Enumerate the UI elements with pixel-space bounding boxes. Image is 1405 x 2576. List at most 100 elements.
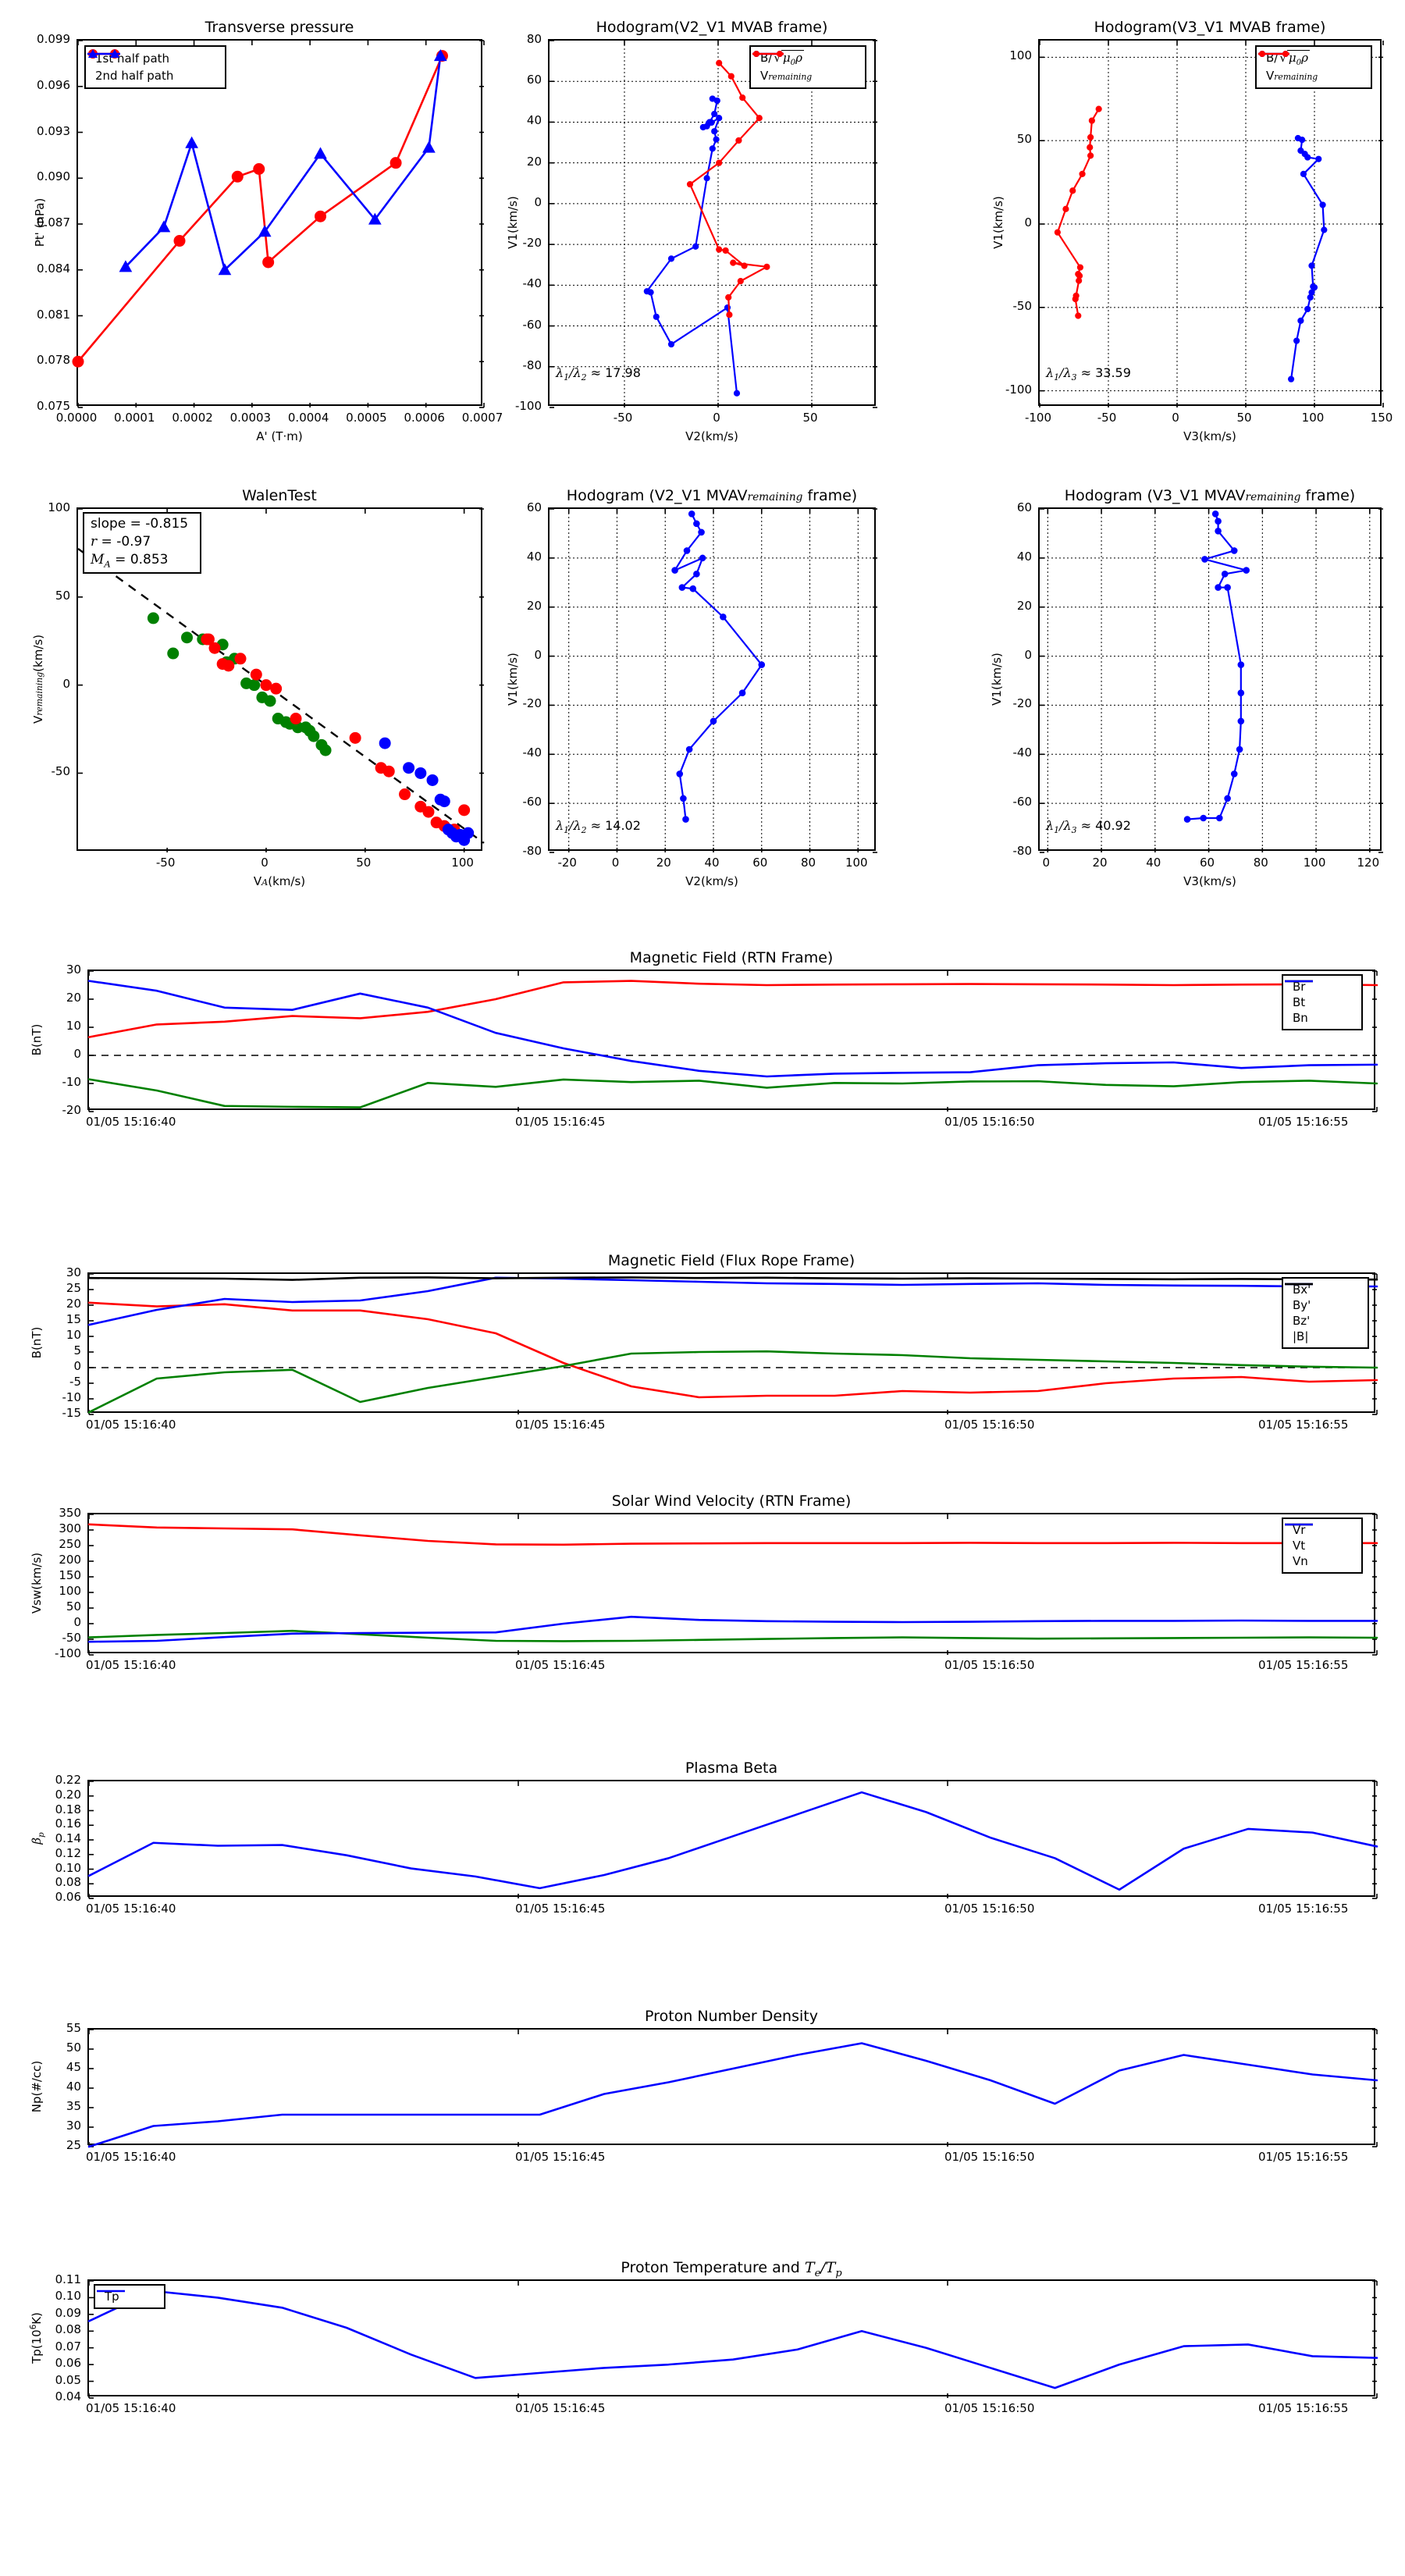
hodogram-v2v1-mvav-xtick: 60 (752, 856, 768, 870)
hodogram-v3v1-mvav-ylabel: V1(km/s) (990, 653, 1004, 706)
proton-number-density-ytick: 50 (66, 2041, 81, 2055)
hodogram-v3v1-mvab-annotation: λ1/λ3 ≈ 33.59 (1046, 365, 1131, 383)
transverse-pressure-plot (72, 40, 485, 408)
legend-label: By' (1293, 1298, 1311, 1312)
hodogram-v2v1-mvav-xtick: 20 (656, 856, 671, 870)
transverse-pressure-panel: Transverse pressure 0.075 0.078 0.081 0.084 0… (16, 12, 503, 450)
plasma-beta-ytick: 0.08 (55, 1875, 81, 1890)
hodogram-v2v1-mvab-ytick: 80 (526, 32, 542, 46)
transverse-pressure-ytick: 0.075 (37, 399, 70, 413)
solar-wind-velocity-rtn-ytick: 50 (66, 1599, 81, 1614)
hodogram-v2v1-mvav-xtick: 0 (611, 856, 620, 870)
hodogram-v2v1-mvab-xtick: 50 (802, 411, 818, 425)
plasma-beta-ytick: 0.20 (55, 1787, 81, 1802)
solar-wind-velocity-rtn-xtick: 01/05 15:16:55 (1258, 1658, 1349, 1672)
plasma-beta-axes (87, 1780, 1378, 1899)
hodogram-v3v1-mvab-title: Hodogram(V3_V1 MVAB frame) (1094, 19, 1326, 36)
plasma-beta-xtick: 01/05 15:16:55 (1258, 1902, 1349, 1916)
legend-row: Bt (1285, 980, 1355, 1010)
proton-number-density-ytick: 55 (66, 2021, 81, 2035)
solar-wind-velocity-rtn-ylabel: Vsw(km/s) (30, 1552, 44, 1614)
walen-test-panel: WalenTest -50 0 50 100 -50 0 50 100 VA(km/s) Vrema… (16, 481, 496, 895)
magnetic-field-rtn-xtick: 01/05 15:16:45 (515, 1115, 606, 1129)
hodogram-v2v1-mvav-ytick: 0 (534, 647, 542, 662)
plasma-beta-xtick: 01/05 15:16:40 (86, 1902, 176, 1916)
proton-temperature-ytick: 0.05 (55, 2372, 81, 2387)
magnetic-field-rtn-xtick: 01/05 15:16:55 (1258, 1115, 1349, 1129)
transverse-pressure-xtick: 0.0004 (287, 411, 329, 425)
legend-label: Vremaining (1266, 69, 1318, 83)
solar-wind-velocity-rtn-ytick: -100 (54, 1646, 81, 1660)
legend-label: Bn (1293, 1011, 1308, 1025)
magnetic-field-rtn-xtick: 01/05 15:16:40 (86, 1115, 176, 1129)
transverse-pressure-xtick: 0.0006 (404, 411, 445, 425)
lambda-ratio-value: 14.02 (605, 818, 641, 833)
magnetic-field-flux-rope-ylabel: B(nT) (30, 1326, 44, 1359)
solar-wind-velocity-rtn-legend: Vr Vt Vn (1282, 1517, 1363, 1574)
plasma-beta-ytick: 0.10 (55, 1860, 81, 1875)
hodogram-v2v1-mvab-panel: Hodogram(V2_V1 MVAB frame) -100 -80 -60 -40 -… (492, 12, 888, 450)
hodogram-v2v1-mvab-title: Hodogram(V2_V1 MVAB frame) (596, 19, 828, 36)
hodogram-v3v1-mvab-ytick: 100 (1009, 48, 1032, 63)
proton-number-density-plot (87, 2029, 1378, 2148)
hodogram-v2v1-mvav-xlabel: V2(km/s) (685, 874, 738, 888)
legend-row: Vn (1285, 1523, 1355, 1569)
transverse-pressure-ylabel: Pt' (nPa) (33, 197, 47, 247)
hodogram-v2v1-mvav-ytick: 20 (526, 598, 542, 613)
legend-label: Vremaining (760, 69, 813, 83)
walen-test-xlabel: VA(km/s) (253, 874, 306, 888)
lambda-ratio-value: 17.98 (605, 365, 641, 380)
magnetic-field-rtn-axes (87, 970, 1378, 1112)
plasma-beta-ytick: 0.22 (55, 1773, 81, 1787)
solar-wind-velocity-rtn-ytick: 250 (59, 1537, 81, 1551)
proton-number-density-ytick: 35 (66, 2099, 81, 2113)
proton-number-density-ytick: 25 (66, 2138, 81, 2152)
hodogram-v3v1-mvab-xtick: -50 (1097, 411, 1117, 425)
transverse-pressure-xtick: 0.0003 (229, 411, 272, 425)
legend-row: Tp (97, 2289, 158, 2304)
hodogram-v3v1-mvav-plot (1040, 508, 1383, 853)
magnetic-field-rtn-plot (87, 970, 1378, 1112)
solar-wind-velocity-rtn-ytick: 200 (59, 1553, 81, 1567)
proton-number-density-xtick: 01/05 15:16:40 (86, 2150, 176, 2164)
magnetic-field-flux-rope-ytick: -10 (62, 1390, 82, 1404)
hodogram-v3v1-mvav-panel: Hodogram (V3_V1 MVAVremaining frame) -80 -… (976, 481, 1394, 895)
transverse-pressure-ytick: 0.084 (37, 261, 70, 276)
legend-label: Vn (1293, 1554, 1308, 1568)
hodogram-v3v1-mvav-ytick: 20 (1016, 598, 1032, 613)
hodogram-v2v1-mvav-title: Hodogram (V2_V1 MVAVremaining frame) (566, 487, 858, 504)
magnetic-field-rtn-ytick: -20 (62, 1103, 82, 1117)
hodogram-v2v1-mvav-ytick: 40 (526, 549, 542, 564)
magnetic-field-flux-rope-ytick: -5 (69, 1375, 81, 1389)
walen-test-xtick: 100 (451, 856, 474, 870)
proton-temperature-axes (87, 2279, 1378, 2399)
solar-wind-velocity-rtn-title: Solar Wind Velocity (RTN Frame) (611, 1493, 852, 1510)
hodogram-v3v1-mvav-xtick: 20 (1092, 856, 1108, 870)
proton-temperature-title: Proton Temperature and Te/Tp (621, 2259, 842, 2279)
walen-r-label: r = -0.97 (91, 533, 151, 550)
hodogram-v2v1-mvav-xtick: 80 (800, 856, 816, 870)
hodogram-v3v1-mvav-ytick: 60 (1016, 500, 1032, 514)
hodogram-v3v1-mvab-plot (1039, 41, 1384, 407)
transverse-pressure-legend: 1st half path 2nd half path (84, 45, 226, 89)
transverse-pressure-axes (72, 39, 485, 408)
solar-wind-velocity-rtn-xtick: 01/05 15:16:40 (86, 1658, 176, 1672)
solar-wind-velocity-rtn-plot (87, 1514, 1378, 1656)
hodogram-v3v1-mvab-ytick: 50 (1016, 132, 1032, 147)
hodogram-v2v1-mvav-ytick: -80 (522, 844, 542, 858)
magnetic-field-rtn-ytick: 0 (73, 1047, 81, 1061)
legend-row: Vt (1285, 1523, 1355, 1553)
hodogram-v3v1-mvab-ylabel: V1(km/s) (991, 196, 1005, 249)
walen-test-ytick: -50 (51, 764, 71, 779)
hodogram-v3v1-mvab-axes (1038, 39, 1384, 407)
transverse-pressure-ytick: 0.099 (37, 32, 70, 46)
proton-temperature-xtick: 01/05 15:16:55 (1258, 2401, 1349, 2415)
proton-temperature-ytick: 0.04 (55, 2389, 81, 2403)
magnetic-field-flux-rope-ytick: 10 (66, 1328, 81, 1342)
hodogram-v2v1-mvab-ytick: -40 (522, 276, 542, 291)
hodogram-v3v1-mvab-xtick: 150 (1370, 411, 1393, 425)
proton-temperature-ytick: 0.10 (55, 2289, 81, 2304)
hodogram-v3v1-mvav-axes (1038, 507, 1383, 853)
hodogram-v2v1-mvab-plot (550, 40, 877, 408)
legend-row: 2nd half path (87, 49, 219, 84)
